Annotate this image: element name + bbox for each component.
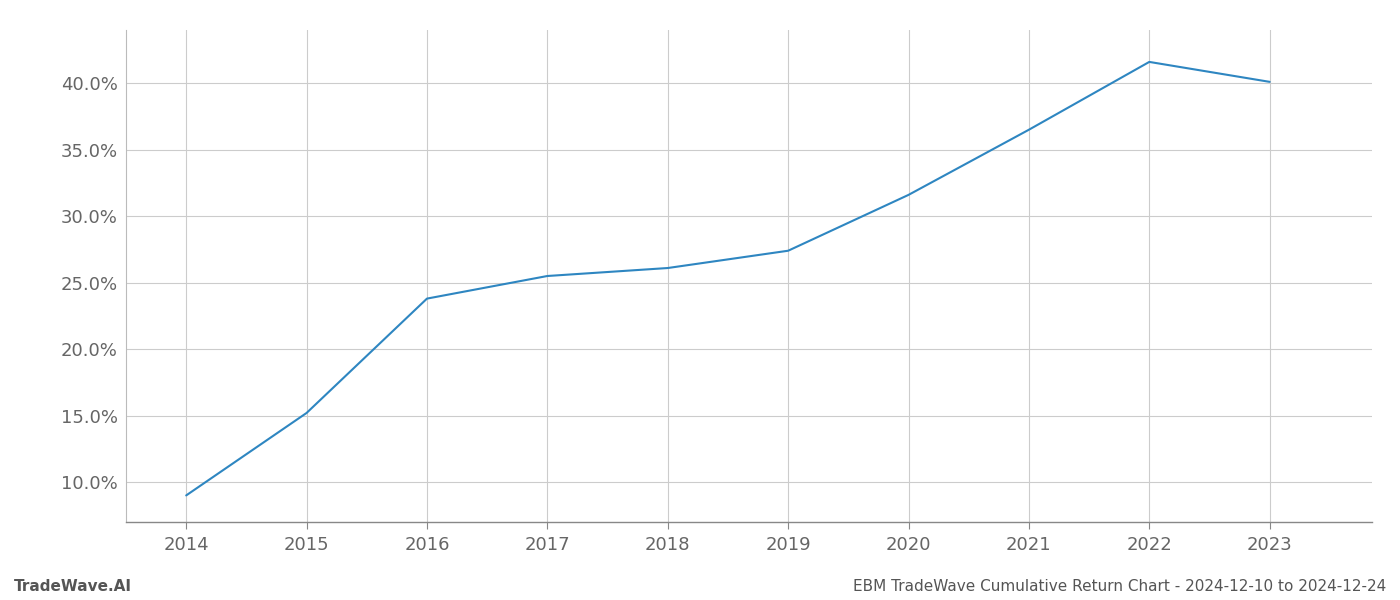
Text: TradeWave.AI: TradeWave.AI <box>14 579 132 594</box>
Text: EBM TradeWave Cumulative Return Chart - 2024-12-10 to 2024-12-24: EBM TradeWave Cumulative Return Chart - … <box>853 579 1386 594</box>
